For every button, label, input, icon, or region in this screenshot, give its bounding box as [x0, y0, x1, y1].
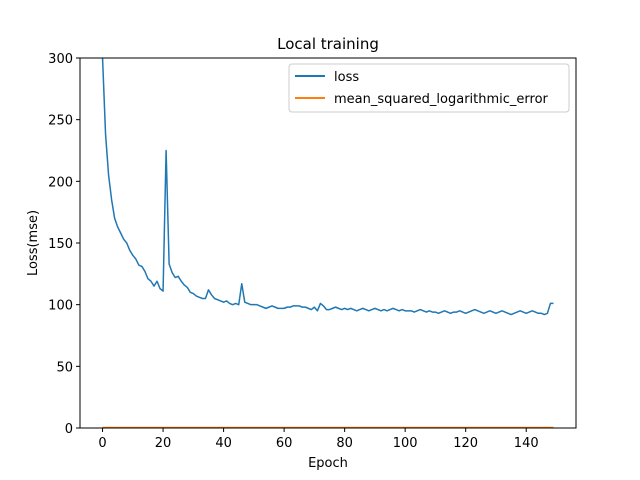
y-axis: 0 50 100 150 200 250 300 [48, 52, 80, 437]
x-axis-label: Epoch [308, 456, 348, 471]
y-axis-label: Loss(mse) [26, 210, 41, 276]
y-tick-label: 200 [48, 175, 73, 190]
x-tick-label: 40 [215, 436, 232, 451]
x-tick-label: 120 [453, 436, 478, 451]
x-tick-label: 20 [155, 436, 172, 451]
y-tick-label: 250 [48, 114, 73, 129]
x-tick-label: 140 [514, 436, 539, 451]
x-tick-label: 80 [336, 436, 353, 451]
x-tick-label: 60 [276, 436, 293, 451]
y-tick-label: 300 [48, 52, 73, 67]
y-tick-label: 150 [48, 237, 73, 252]
legend-box [288, 63, 570, 113]
y-tick-label: 50 [56, 360, 73, 375]
series-line-loss [101, 58, 554, 316]
x-axis: 0 20 40 60 80 100 120 140 [98, 428, 539, 451]
x-tick-label: 0 [98, 436, 106, 451]
y-tick-label: 0 [65, 422, 73, 437]
chart-title: Local training [277, 35, 379, 53]
legend: loss mean_squared_logarithmic_error [288, 63, 570, 113]
y-tick-label: 100 [48, 299, 73, 314]
x-tick-label: 100 [393, 436, 418, 451]
legend-label-msle: mean_squared_logarithmic_error [334, 92, 549, 107]
legend-label-loss: loss [334, 70, 359, 85]
